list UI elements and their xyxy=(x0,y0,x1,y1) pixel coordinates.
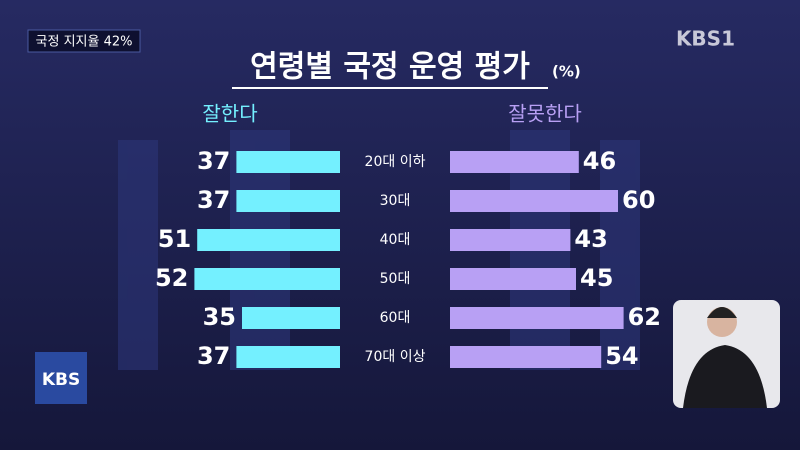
unit: (%) xyxy=(552,63,581,81)
bar xyxy=(450,346,602,368)
bar xyxy=(197,229,340,251)
category-label: 50대 xyxy=(380,271,411,287)
value-label: 37 xyxy=(197,342,230,370)
chart-title: 연령별 국정 운영 평가 xyxy=(250,50,530,85)
value-label: 35 xyxy=(203,303,236,331)
value-label: 52 xyxy=(155,264,188,292)
bar xyxy=(450,151,579,173)
legend-label: 잘한다 xyxy=(202,102,257,126)
value-label: 62 xyxy=(628,303,661,331)
bar xyxy=(236,346,340,368)
bar xyxy=(450,268,576,290)
value-label: 60 xyxy=(622,186,655,214)
category-label: 20대 이하 xyxy=(365,154,426,170)
value-label: 37 xyxy=(197,147,230,175)
corner-logo-box xyxy=(35,352,87,404)
value-label: 46 xyxy=(583,147,616,175)
category-label: 70대 이상 xyxy=(365,349,426,365)
category-label: 30대 xyxy=(380,193,411,209)
category-label: 60대 xyxy=(380,310,411,326)
value-label: 54 xyxy=(605,342,638,370)
value-label: 51 xyxy=(158,225,191,253)
value-label: 37 xyxy=(197,186,230,214)
bar xyxy=(242,307,340,329)
corner-logo: KBS xyxy=(42,370,80,390)
bar xyxy=(450,307,624,329)
legend-label: 잘못한다 xyxy=(508,102,582,126)
value-label: 43 xyxy=(574,225,607,253)
interpreter xyxy=(673,300,780,408)
badge-box xyxy=(27,29,141,53)
bar xyxy=(194,268,340,290)
bar xyxy=(236,151,340,173)
badge: 국정 지지율 42% xyxy=(36,35,133,50)
category-label: 40대 xyxy=(380,232,411,248)
bar xyxy=(236,190,340,212)
channel-logo: KBS1 xyxy=(676,27,735,51)
value-label: 45 xyxy=(580,264,613,292)
bar xyxy=(450,229,571,251)
bar xyxy=(450,190,618,212)
